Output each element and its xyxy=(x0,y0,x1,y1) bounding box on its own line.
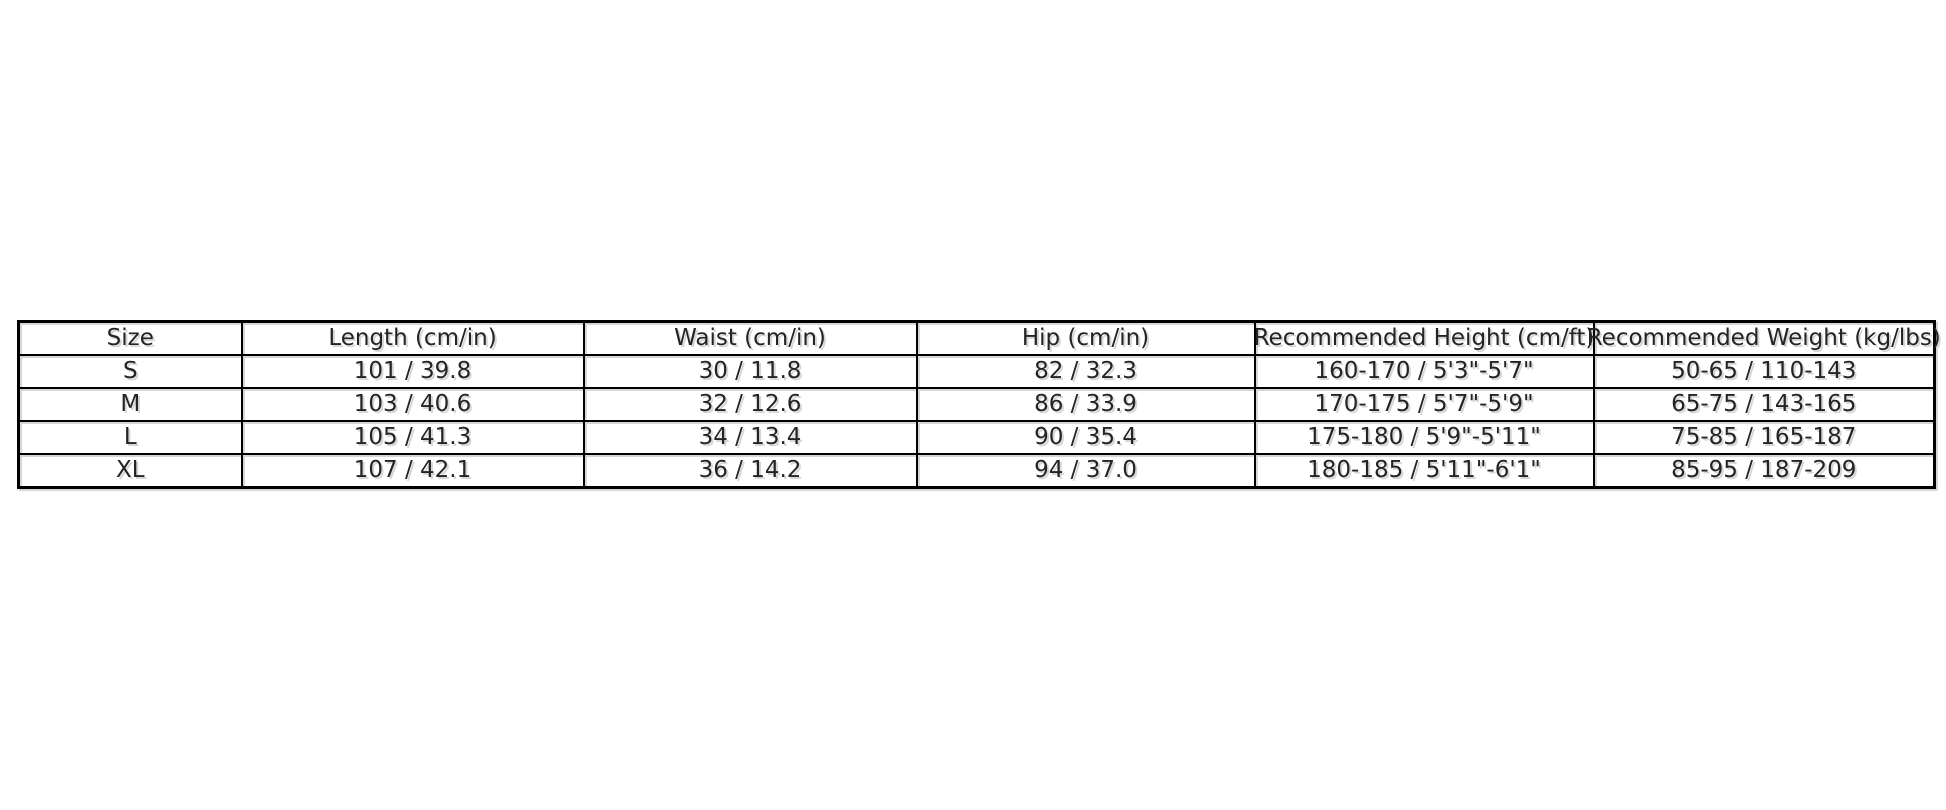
cell-length: 103 / 40.6 xyxy=(240,387,585,422)
cell-text: 103 / 40.6 xyxy=(353,391,472,417)
cell-text: 90 / 35.4 xyxy=(1034,424,1137,450)
cell-hip: 86 / 33.9 xyxy=(915,387,1256,422)
cell-recommended-weight: 65-75 / 143-165 xyxy=(1592,387,1936,422)
cell-size: XL xyxy=(17,453,243,489)
cell-text: 101 / 39.8 xyxy=(353,358,472,384)
table-row-l: L 105 / 41.3 34 / 13.4 90 / 35.4 175-180… xyxy=(17,420,1936,455)
cell-text: 65-75 / 143-165 xyxy=(1671,391,1857,417)
column-header-recommended-weight: Recommended Weight (kg/lbs) xyxy=(1587,320,1941,356)
cell-waist: 36 / 14.2 xyxy=(582,453,918,489)
cell-text: 94 / 37.0 xyxy=(1034,457,1137,483)
cell-text: M xyxy=(120,391,141,417)
cell-text: L xyxy=(123,424,137,450)
cell-recommended-height: 170-175 / 5'7"-5'9" xyxy=(1253,387,1595,422)
column-header-label: Hip (cm/in) xyxy=(1021,325,1150,351)
cell-text: 75-85 / 165-187 xyxy=(1671,424,1857,450)
cell-recommended-weight: 75-85 / 165-187 xyxy=(1592,420,1936,455)
cell-hip: 82 / 32.3 xyxy=(915,354,1256,389)
column-header-label: Length (cm/in) xyxy=(328,325,497,351)
cell-text: 85-95 / 187-209 xyxy=(1671,457,1857,483)
cell-length: 101 / 39.8 xyxy=(240,354,585,389)
cell-text: 50-65 / 110-143 xyxy=(1671,358,1857,384)
cell-size: L xyxy=(17,420,243,455)
table-row-m: M 103 / 40.6 32 / 12.6 86 / 33.9 170-175… xyxy=(17,387,1936,422)
cell-recommended-height: 175-180 / 5'9"-5'11" xyxy=(1253,420,1595,455)
cell-text: 160-170 / 5'3"-5'7" xyxy=(1314,358,1534,384)
table-row-xl: XL 107 / 42.1 36 / 14.2 94 / 37.0 180-18… xyxy=(17,453,1936,489)
cell-text: 82 / 32.3 xyxy=(1034,358,1137,384)
column-header-size: Size xyxy=(17,320,243,356)
cell-text: 107 / 42.1 xyxy=(353,457,472,483)
column-header-recommended-height: Recommended Height (cm/ft) xyxy=(1253,320,1595,356)
cell-hip: 90 / 35.4 xyxy=(915,420,1256,455)
cell-text: 105 / 41.3 xyxy=(353,424,472,450)
cell-text: 180-185 / 5'11"-6'1" xyxy=(1307,457,1541,483)
column-header-label: Size xyxy=(106,325,154,351)
cell-length: 105 / 41.3 xyxy=(240,420,585,455)
cell-text: S xyxy=(122,358,138,384)
cell-text: XL xyxy=(115,457,145,483)
column-header-hip: Hip (cm/in) xyxy=(915,320,1256,356)
size-chart-table-container: Size Length (cm/in) Waist (cm/in) Hip (c… xyxy=(17,320,1941,489)
cell-recommended-height: 160-170 / 5'3"-5'7" xyxy=(1253,354,1595,389)
column-header-waist: Waist (cm/in) xyxy=(582,320,918,356)
column-header-label: Recommended Height (cm/ft) xyxy=(1253,325,1595,351)
cell-length: 107 / 42.1 xyxy=(240,453,585,489)
cell-text: 32 / 12.6 xyxy=(698,391,802,417)
size-chart-table: Size Length (cm/in) Waist (cm/in) Hip (c… xyxy=(17,320,1941,489)
column-header-length: Length (cm/in) xyxy=(240,320,585,356)
cell-waist: 32 / 12.6 xyxy=(582,387,918,422)
cell-text: 30 / 11.8 xyxy=(698,358,802,384)
cell-waist: 34 / 13.4 xyxy=(582,420,918,455)
header-row: Size Length (cm/in) Waist (cm/in) Hip (c… xyxy=(17,320,1941,356)
column-header-label: Waist (cm/in) xyxy=(674,325,826,351)
cell-text: 34 / 13.4 xyxy=(698,424,802,450)
cell-text: 86 / 33.9 xyxy=(1034,391,1137,417)
table-row-s: S 101 / 39.8 30 / 11.8 82 / 32.3 160-170… xyxy=(17,354,1936,389)
cell-text: 170-175 / 5'7"-5'9" xyxy=(1314,391,1534,417)
cell-size: M xyxy=(17,387,243,422)
cell-text: 175-180 / 5'9"-5'11" xyxy=(1307,424,1541,450)
cell-size: S xyxy=(17,354,243,389)
cell-hip: 94 / 37.0 xyxy=(915,453,1256,489)
column-header-label: Recommended Weight (kg/lbs) xyxy=(1586,325,1941,351)
cell-recommended-weight: 85-95 / 187-209 xyxy=(1592,453,1936,489)
cell-recommended-height: 180-185 / 5'11"-6'1" xyxy=(1253,453,1595,489)
cell-waist: 30 / 11.8 xyxy=(582,354,918,389)
cell-text: 36 / 14.2 xyxy=(698,457,802,483)
cell-recommended-weight: 50-65 / 110-143 xyxy=(1592,354,1936,389)
